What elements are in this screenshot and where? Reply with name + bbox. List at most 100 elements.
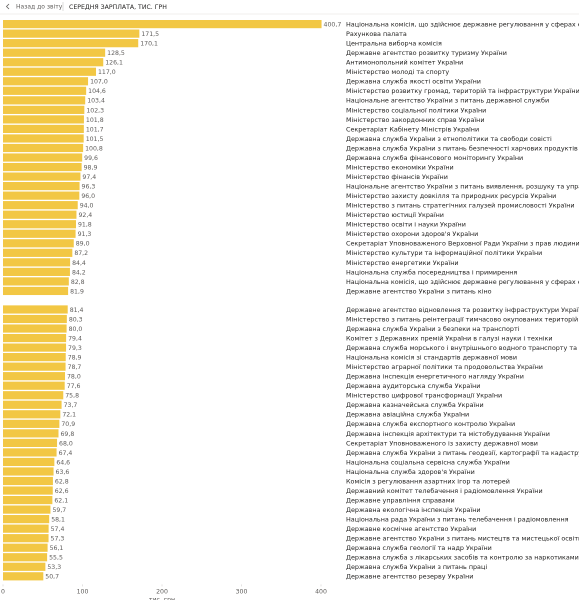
bar [3,124,84,134]
category-label: Державне космічне агентство України [346,525,476,533]
bar [3,505,51,514]
value-label: 107,0 [90,79,108,86]
category-label: Державна служба якості освіти України [346,78,481,86]
category-label: Міністерство аграрної політики та продов… [346,363,543,371]
category-label: Міністерство молоді та спорту [346,68,449,76]
category-label: Секретаріат Уповноваженого Верховної Рад… [346,240,579,248]
value-label: 62,1 [54,497,68,504]
value-label: 99,6 [84,155,98,162]
value-label: 75,8 [65,393,79,400]
bar [3,572,44,581]
chart-title: СЕРЕДНЯ ЗАРПЛАТА, ТИС. ГРН [69,4,167,11]
category-label: Національна комісія зі стандартів держав… [346,354,517,362]
x-tick-label: 0 [1,588,5,595]
value-label: 91,8 [78,222,92,229]
bar [3,305,68,314]
category-label: Державна служба геології та надр України [346,544,492,552]
value-label: 62,8 [55,478,69,485]
value-label: 101,7 [86,126,104,133]
value-label: 79,4 [68,335,82,342]
bar [3,324,67,333]
bar [3,86,87,95]
category-label: Міністерство юстиції України [346,211,444,219]
category-label: Державна служба України з питань геодезі… [346,449,579,457]
value-label: 87,2 [74,250,88,257]
plot: 400,7 Національна комісія, що здійснює де… [1,20,579,600]
category-label: Національна комісія, що здійснює державн… [346,278,579,286]
category-label: Державний комітет телебачення і радіомов… [346,487,543,495]
category-label: Державна інспекція архітектури та містоб… [346,430,550,438]
value-label: 100,8 [85,145,103,152]
value-label: 96,0 [81,193,95,200]
value-label: 77,6 [67,383,81,390]
value-label: 73,7 [64,402,78,409]
category-label: Національна рада України з питань телеба… [346,516,569,524]
x-tick-label: 200 [156,588,168,595]
category-label: Національна служба здоров'я України [346,468,475,476]
bar [3,67,97,76]
back-button[interactable]: Назад до звіту [5,3,63,10]
bar [3,58,104,67]
category-label: Міністерство охорони здоров'я України [346,230,478,238]
value-label: 59,7 [52,507,66,514]
bar [3,267,70,276]
bar [3,391,64,400]
value-label: 117,0 [98,69,116,76]
bar [3,48,106,57]
bar [3,448,57,457]
category-label: Державна аудиторська служба України [346,382,480,390]
value-label: 70,9 [61,421,75,428]
bar [3,191,80,200]
category-label: Державна інспекція енергетичного нагляду… [346,373,524,381]
bar [3,419,60,428]
category-label: Антимонопольний комітет України [346,59,463,67]
category-label: Державне агентство розвитку туризму Укра… [346,49,507,57]
category-label: Міністерство з питань стратегічних галуз… [346,202,575,210]
category-label: Комісія з регулювання азартних ігор та л… [346,477,510,485]
header-bar [0,0,579,14]
category-label: Рахункова палата [346,30,407,38]
category-label: Міністерство розвитку громад, територій … [346,87,579,95]
bar [3,172,81,181]
bar [3,77,89,86]
category-label: Державне агентство резерву України [346,573,473,581]
value-label: 98,9 [84,164,98,171]
x-axis-title: тис. грн [149,596,175,600]
bar [3,534,49,543]
bar [3,400,62,409]
bar [3,381,65,390]
category-label: Державна служба морського і внутрішнього… [346,344,579,352]
bar [3,495,53,505]
bar [3,201,78,210]
bar [3,343,67,352]
category-label: Міністерство енергетики України [346,259,459,267]
value-label: 57,4 [51,526,65,533]
bar [3,248,73,257]
value-label: 91,3 [78,231,92,238]
bar [3,333,67,343]
value-label: 101,8 [86,117,104,124]
bar [3,115,84,124]
category-label: Міністерство фінансів України [346,173,448,181]
bar [3,353,66,362]
value-label: 103,4 [87,98,105,105]
value-label: 84,2 [72,269,86,276]
x-tick-label: 100 [77,588,89,595]
value-label: 89,0 [76,241,90,248]
bar [3,20,322,29]
bar [3,286,69,296]
back-label[interactable]: Назад до звіту [16,3,63,10]
bar [3,210,77,219]
value-label: 96,3 [82,184,96,191]
category-label: Державна служба України з безпеки на тра… [346,325,520,333]
category-label: Державне управління справами [346,496,455,504]
bar [3,410,61,419]
value-label: 67,4 [59,450,73,457]
bar [3,372,66,381]
back-icon[interactable] [5,3,10,10]
x-tick-label: 300 [236,588,248,595]
value-label: 68,0 [59,440,73,447]
value-label: 102,3 [86,107,104,114]
bar [3,29,140,38]
